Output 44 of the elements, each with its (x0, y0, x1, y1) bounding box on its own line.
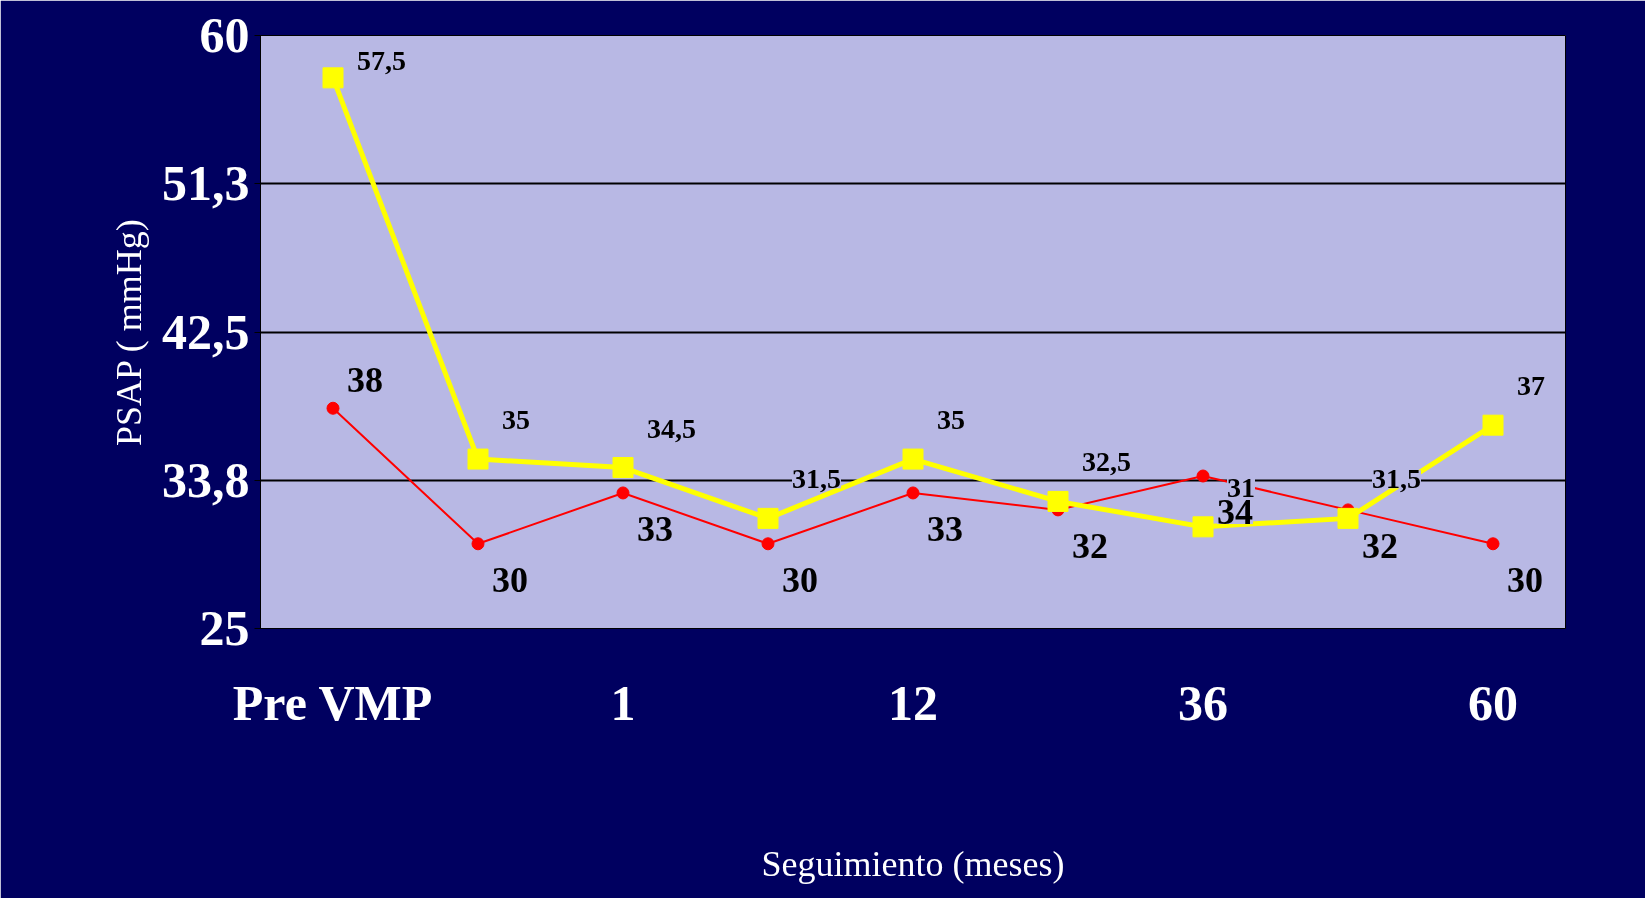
data-label: 32,5 (1082, 446, 1131, 478)
data-label: 33 (927, 508, 963, 549)
data-label: 32 (1362, 525, 1398, 566)
point (1047, 490, 1069, 512)
data-label: 35 (937, 404, 965, 436)
data-label: 30 (1507, 559, 1543, 600)
data-label: 32 (1072, 525, 1108, 566)
data-label: 34,5 (647, 412, 696, 444)
x-tick-label: 60 (1468, 674, 1518, 731)
point (757, 507, 779, 529)
data-label: 35 (502, 404, 530, 436)
point (616, 486, 630, 500)
y-tick-label: 42,5 (162, 303, 250, 360)
point (906, 486, 920, 500)
data-label: 30 (492, 559, 528, 600)
y-tick-label: 33,8 (162, 451, 250, 508)
y-axis-title: PSAP ( mmHg) (109, 219, 149, 447)
point (902, 448, 924, 470)
point (1192, 516, 1214, 538)
x-tick-label: 36 (1178, 674, 1228, 731)
x-tick-label: Pre VMP (232, 674, 433, 731)
point (1337, 507, 1359, 529)
point (322, 67, 344, 89)
data-label: 30 (782, 559, 818, 600)
y-tick-label: 51,3 (162, 155, 250, 212)
point (467, 448, 489, 470)
data-label: 31,5 (1372, 463, 1421, 495)
point (471, 537, 485, 551)
x-axis-title: Seguimiento (meses) (761, 843, 1065, 884)
point (1486, 537, 1500, 551)
data-label: 57,5 (357, 44, 406, 76)
y-tick-label: 60 (199, 7, 250, 63)
point (1196, 469, 1210, 483)
data-label: 38 (347, 360, 383, 401)
y-tick-label: 25 (199, 600, 250, 656)
data-label: 37 (1517, 370, 1545, 402)
data-label: 31,5 (792, 463, 841, 495)
x-tick-label: 1 (610, 674, 636, 731)
point (1482, 414, 1504, 436)
point (326, 401, 340, 415)
data-label: 33 (637, 508, 673, 549)
point (761, 537, 775, 551)
point (612, 457, 634, 479)
x-tick-label: 12 (888, 674, 938, 731)
